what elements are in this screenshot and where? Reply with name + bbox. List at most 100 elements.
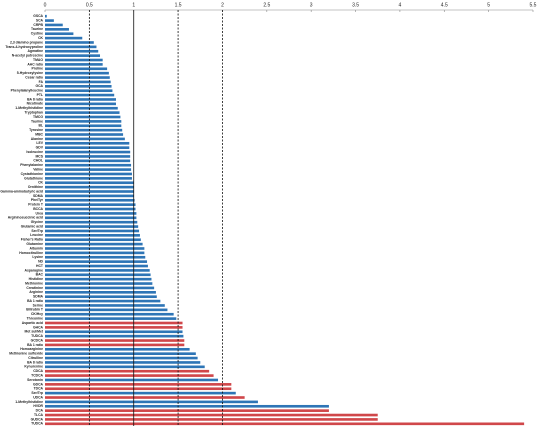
y-tick-label: Agmatine	[28, 49, 44, 53]
y-tick-label: Arginine	[29, 290, 43, 294]
bar	[45, 85, 112, 88]
y-tick-label: HCT	[36, 264, 44, 268]
y-tick-label: Lysine	[32, 255, 43, 259]
bar	[45, 378, 219, 382]
bar	[45, 168, 132, 171]
bar	[45, 124, 122, 128]
bar	[45, 203, 136, 206]
bar	[45, 347, 190, 351]
bar	[45, 150, 131, 154]
y-tick-label: 1-Methylhistidine	[15, 400, 43, 404]
bar	[45, 286, 155, 290]
y-tick-label: BAC	[36, 273, 44, 277]
y-tick-label: TDCA	[34, 387, 44, 391]
y-tick-label: Methionine	[25, 281, 43, 285]
bar	[45, 404, 329, 408]
y-tick-label: Nicotinate	[27, 102, 44, 106]
bar	[45, 343, 185, 347]
x-tick-label: 1	[132, 2, 135, 8]
y-tick-label: Isoleucine	[26, 150, 43, 154]
y-tick-label: Trans-4-hydroxyproline	[5, 45, 43, 49]
y-tick-label: Taurine	[31, 27, 43, 31]
bar	[45, 400, 258, 404]
bar	[45, 317, 177, 320]
y-tick-label: Albumin	[29, 246, 43, 250]
bar	[45, 159, 131, 163]
bar	[45, 141, 130, 145]
bar	[45, 137, 125, 141]
y-tick-label: Phe/Tyr	[31, 198, 44, 202]
bar	[45, 45, 97, 49]
bar	[45, 102, 116, 106]
y-tick-label: GDV	[36, 146, 44, 150]
y-tick-label: Glutamic acid	[21, 224, 43, 228]
x-tick-label: 1.5	[175, 2, 182, 8]
y-tick-label: GDCA	[33, 382, 44, 386]
y-tick-label: CDCA	[33, 369, 43, 373]
y-tick-label: TUDCA	[31, 334, 43, 338]
bar	[45, 264, 148, 268]
y-tick-label: MCS	[35, 154, 43, 158]
bar	[45, 374, 214, 377]
y-tick-label: Methionine sulfoxide	[9, 352, 43, 356]
bar	[45, 334, 184, 338]
y-tick-label: SCA	[36, 18, 44, 22]
x-tick-label: 3	[310, 2, 313, 8]
bar	[45, 146, 130, 149]
y-tick-label: Fisher's Ratio	[21, 238, 43, 242]
bar	[45, 155, 131, 158]
y-tick-label: 2,3 diamino propane	[10, 40, 43, 44]
y-tick-label: Kynurenine	[24, 365, 43, 369]
y-tick-label: Ser/Trp	[31, 229, 43, 233]
y-tick-label: Tryptophan	[25, 111, 43, 115]
y-tick-label: BA 1 ratio	[27, 299, 43, 303]
bar	[45, 14, 47, 18]
y-tick-label: GSCA	[33, 14, 43, 18]
y-tick-label: Serine	[33, 303, 43, 307]
x-tick-label: 4.5	[441, 2, 448, 8]
x-tick-label: 0.5	[86, 2, 93, 8]
y-tick-label: Citrulline	[28, 356, 43, 360]
y-tick-label: Urea	[35, 211, 43, 215]
bar	[45, 361, 201, 364]
y-tick-label: ND	[38, 260, 43, 264]
y-tick-label: Alanine	[31, 137, 43, 141]
x-tick-label: 5.5	[530, 2, 537, 8]
bar	[45, 212, 137, 215]
bar	[45, 98, 116, 101]
x-tick-label: 3.5	[352, 2, 359, 8]
y-tick-label: Creatinine	[26, 286, 43, 290]
bar	[45, 242, 143, 246]
bar	[45, 247, 145, 250]
y-tick-label: SDMA	[33, 295, 44, 299]
y-tick-label: Cystathionine	[21, 172, 44, 176]
y-tick-label: Leucine	[30, 233, 43, 237]
y-tick-label: Glutamine	[26, 242, 43, 246]
bar	[45, 225, 139, 228]
bar	[45, 273, 151, 277]
bar	[45, 255, 146, 259]
bar	[45, 41, 94, 44]
bar	[45, 216, 137, 220]
bar	[45, 312, 174, 316]
y-tick-label: TCDCA	[31, 373, 43, 377]
bar	[45, 396, 245, 399]
bar	[45, 172, 132, 176]
bar	[45, 71, 109, 75]
bar	[45, 111, 120, 114]
bar	[45, 330, 183, 334]
y-tick-label: Proline	[32, 67, 44, 71]
bar	[45, 418, 378, 421]
y-tick-label: Protein T	[28, 203, 44, 207]
y-tick-label: LEV	[36, 141, 43, 145]
bar	[45, 23, 63, 27]
bar	[45, 36, 83, 40]
y-tick-label: GCA	[35, 84, 43, 88]
y-tick-label: Serotonin	[27, 378, 43, 382]
bar	[45, 67, 108, 71]
bar	[45, 409, 329, 412]
bar	[45, 190, 134, 193]
bar	[45, 28, 69, 31]
bar	[45, 89, 113, 93]
y-tick-label: 5-Hydroxylysine	[17, 71, 43, 75]
